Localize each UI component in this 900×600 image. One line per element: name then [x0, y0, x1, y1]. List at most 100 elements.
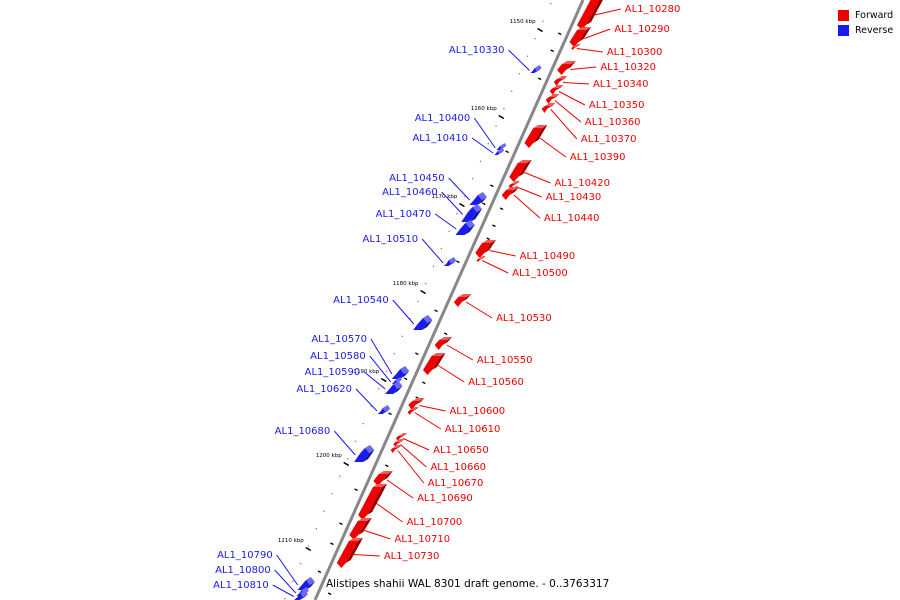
- gene-side-face: [415, 398, 425, 405]
- gene-top-face: [395, 377, 402, 383]
- gene-top-face: [300, 590, 308, 598]
- label-connector: [524, 172, 551, 184]
- minor-tick: [362, 422, 365, 425]
- gene-marker: [486, 237, 490, 241]
- gene-AL1_10810: [294, 590, 308, 600]
- gene-label: AL1_10280: [625, 4, 681, 15]
- minor-tick: [510, 90, 513, 92]
- label-connector: [400, 444, 427, 468]
- label-connector: [376, 503, 403, 523]
- gene-label: AL1_10490: [520, 251, 576, 262]
- gene-front-face: [423, 356, 441, 375]
- gene-AL1_10350: [549, 85, 564, 95]
- gene-side-face: [555, 85, 564, 91]
- gene-front-face: [549, 88, 559, 95]
- gene-side-face: [393, 386, 403, 394]
- gene-AL1_10420: [490, 160, 532, 188]
- gene-label: AL1_10670: [428, 478, 484, 489]
- gene-marker: [415, 352, 419, 356]
- kbp-tick: 1180 kbp: [393, 281, 426, 295]
- gene-side-face: [411, 407, 419, 412]
- minor-tick: [284, 597, 286, 600]
- label-connector: [446, 344, 474, 361]
- gene-label: AL1_10410: [412, 133, 468, 144]
- gene-side-face: [442, 337, 453, 345]
- gene-front-face: [553, 79, 563, 86]
- gene-AL1_10570: [391, 366, 426, 385]
- gene-side-face: [578, 27, 592, 42]
- gene-label: AL1_10370: [581, 134, 637, 145]
- gene-top-face: [556, 76, 568, 79]
- gene-AL1_10670: [390, 445, 402, 453]
- gene-top-face: [392, 445, 402, 448]
- label-connector: [369, 355, 392, 383]
- gene-top-face: [533, 125, 548, 128]
- gene-top-face: [395, 439, 405, 442]
- label-connector: [276, 554, 299, 586]
- gene-side-face: [461, 294, 472, 302]
- label-connector: [515, 186, 542, 198]
- gene-AL1_10320: [537, 61, 576, 81]
- gene-top-face: [548, 94, 560, 97]
- gene-label: AL1_10420: [554, 178, 610, 189]
- gene-AL1_10590: [385, 381, 419, 400]
- gene-label: AL1_10590: [305, 367, 361, 378]
- label-connector: [364, 530, 391, 540]
- gene-AL1_10660: [393, 439, 405, 447]
- gene-label: AL1_10660: [430, 462, 486, 473]
- gene-side-face: [479, 256, 486, 261]
- gene-label: AL1_10700: [407, 517, 463, 528]
- label-connector: [576, 48, 603, 53]
- reverse-swatch: [838, 25, 849, 36]
- minor-tick: [534, 37, 537, 40]
- minor-tick: [448, 230, 451, 232]
- gene-top-face: [506, 187, 520, 190]
- gene-front-face: [407, 410, 414, 415]
- minor-tick: [299, 562, 302, 565]
- gene-label: AL1_10510: [363, 234, 419, 245]
- gene-top-face: [378, 471, 393, 474]
- gene-AL1_10650: [396, 433, 408, 441]
- gene-AL1_10700: [339, 484, 387, 526]
- gene-top-face: [477, 192, 487, 200]
- kbp-tick-label: 1200 kbp: [316, 453, 342, 459]
- gene-AL1_10360: [545, 94, 560, 104]
- gene-side-face: [399, 371, 410, 379]
- gene-label: AL1_10440: [544, 213, 600, 224]
- gene-AL1_10610: [407, 407, 419, 415]
- minor-tick: [526, 55, 529, 57]
- gene-front-face: [390, 448, 397, 453]
- gene-marker: [422, 381, 426, 385]
- label-connector: [471, 137, 494, 154]
- gene-AL1_10340: [553, 76, 568, 86]
- gene-top-face: [577, 27, 592, 30]
- label-connector: [434, 213, 457, 230]
- kbp-tick: 1160 kbp: [471, 106, 505, 120]
- gene-label: AL1_10680: [275, 426, 331, 437]
- minor-tick: [432, 265, 435, 267]
- gene-side-face: [358, 518, 372, 535]
- label-connector: [355, 388, 378, 412]
- kbp-tick: 1150 kbp: [510, 19, 544, 33]
- gene-label: AL1_10570: [311, 334, 367, 345]
- gene-label: AL1_10790: [217, 550, 273, 561]
- gene-front-face: [557, 64, 571, 75]
- minor-tick: [346, 457, 349, 460]
- gene-AL1_10550: [415, 337, 453, 356]
- gene-front-face: [408, 401, 420, 410]
- gene-side-face: [551, 94, 560, 100]
- gene-AL1_10410: [494, 148, 505, 155]
- gene-top-face: [458, 294, 472, 297]
- label-connector: [489, 250, 516, 257]
- gene-front-face: [524, 128, 543, 148]
- kbp-tick-mark: [343, 461, 350, 467]
- gene-front-face: [476, 259, 481, 262]
- gene-side-face: [518, 160, 532, 177]
- gene-side-face: [432, 353, 446, 370]
- gene-label: AL1_10390: [570, 152, 626, 163]
- gene-AL1_10460: [461, 204, 496, 228]
- label-connector: [481, 260, 509, 274]
- gene-top-face: [382, 405, 391, 412]
- gene-AL1_10530: [434, 294, 472, 313]
